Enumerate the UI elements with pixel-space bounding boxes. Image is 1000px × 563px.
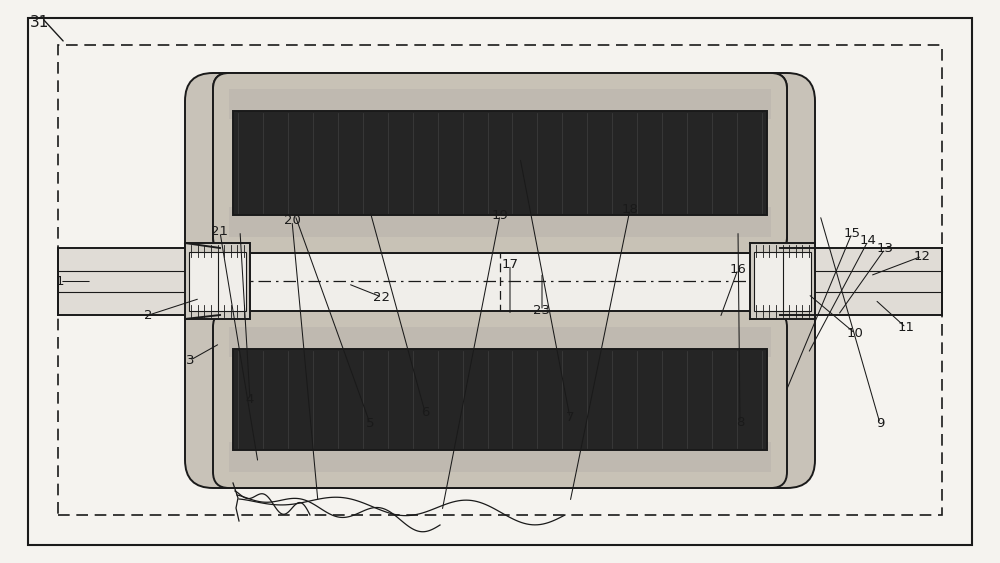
- Text: 14: 14: [860, 234, 876, 248]
- FancyBboxPatch shape: [185, 73, 815, 488]
- Text: 21: 21: [212, 225, 228, 239]
- Bar: [233, 111, 767, 215]
- Bar: [185, 243, 250, 319]
- Text: 18: 18: [622, 203, 638, 216]
- Bar: [233, 349, 767, 450]
- Text: 22: 22: [374, 291, 390, 304]
- Text: 19: 19: [492, 208, 508, 222]
- Bar: [213, 253, 787, 311]
- FancyBboxPatch shape: [213, 73, 787, 253]
- Text: 13: 13: [876, 242, 894, 256]
- Text: 5: 5: [366, 417, 374, 430]
- Text: 6: 6: [421, 405, 429, 419]
- Text: 31: 31: [30, 15, 49, 30]
- FancyBboxPatch shape: [213, 73, 787, 253]
- Text: 9: 9: [876, 417, 884, 430]
- Text: 20: 20: [284, 214, 300, 227]
- FancyBboxPatch shape: [215, 75, 785, 251]
- Text: 3: 3: [186, 354, 194, 367]
- Text: 4: 4: [246, 393, 254, 406]
- Text: 2: 2: [144, 309, 152, 322]
- Text: 17: 17: [502, 258, 518, 271]
- Bar: [229, 442, 771, 472]
- Bar: [229, 327, 771, 357]
- Bar: [229, 89, 771, 119]
- Text: 8: 8: [736, 415, 744, 429]
- Bar: [229, 207, 771, 237]
- Text: 10: 10: [847, 327, 863, 340]
- Text: 7: 7: [566, 411, 574, 425]
- Text: 12: 12: [914, 249, 930, 263]
- FancyBboxPatch shape: [213, 311, 787, 488]
- Bar: [58, 248, 220, 315]
- Text: 15: 15: [844, 226, 860, 240]
- Text: 11: 11: [898, 321, 914, 334]
- Bar: [58, 45, 942, 515]
- Bar: [750, 243, 815, 319]
- Text: 1: 1: [56, 275, 64, 288]
- Text: 16: 16: [730, 262, 746, 276]
- Bar: [189, 252, 246, 311]
- Text: 23: 23: [534, 304, 550, 318]
- Bar: [780, 248, 942, 315]
- Bar: [754, 252, 811, 311]
